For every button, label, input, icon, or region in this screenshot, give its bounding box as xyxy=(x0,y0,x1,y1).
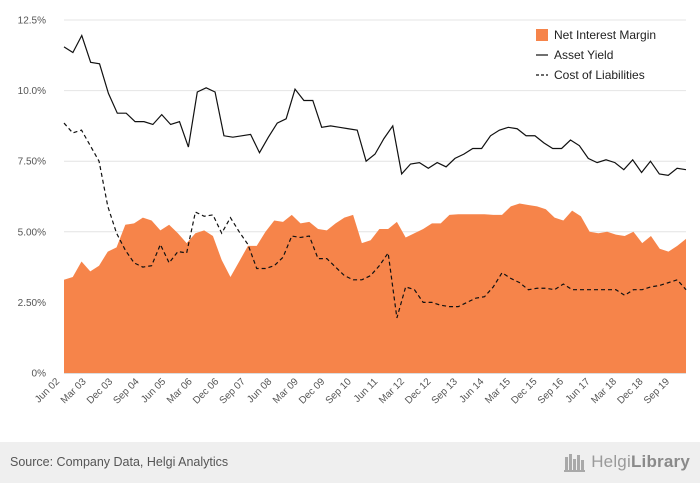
x-tick-label: Dec 12 xyxy=(403,376,433,406)
x-tick-label: Sep 16 xyxy=(536,376,566,406)
x-tick-label: Dec 03 xyxy=(85,376,115,406)
library-icon xyxy=(564,454,586,472)
helgi-library-logo[interactable]: HelgiLibrary xyxy=(563,451,690,473)
x-tick-label: Dec 18 xyxy=(615,376,645,406)
x-tick-label: Mar 12 xyxy=(377,376,407,406)
x-tick-label: Mar 09 xyxy=(271,376,301,406)
series-asset-yield-line xyxy=(63,33,687,176)
x-tick-label: Jun 14 xyxy=(457,376,486,405)
source-note: Source: Company Data, Helgi Analytics xyxy=(10,455,229,469)
footer-bar: Source: Company Data, Helgi Analytics He… xyxy=(0,442,700,483)
x-tick-label: Jun 05 xyxy=(139,376,168,405)
x-tick-label: Sep 07 xyxy=(218,376,248,406)
legend-swatch-net-interest-margin xyxy=(536,29,548,41)
y-tick-label: 7.50% xyxy=(18,157,46,168)
x-tick-label: Dec 15 xyxy=(509,376,539,406)
legend-label: Asset Yield xyxy=(554,48,613,62)
x-tick-label: Jun 08 xyxy=(245,376,274,405)
x-tick-label: Mar 06 xyxy=(165,376,195,406)
x-tick-label: Jun 17 xyxy=(564,376,593,405)
y-tick-label: 12.5% xyxy=(18,16,46,27)
y-tick-label: 0% xyxy=(32,369,47,380)
x-tick-label: Sep 13 xyxy=(430,376,460,406)
series-net-interest-margin-area xyxy=(64,203,686,373)
x-tick-label: Sep 04 xyxy=(111,376,141,406)
x-tick-label: Mar 18 xyxy=(589,376,619,406)
x-tick-label: Jun 11 xyxy=(352,376,381,405)
brand-name-bold: Library xyxy=(630,452,690,471)
x-tick-label: Sep 10 xyxy=(324,376,354,406)
y-tick-label: 2.50% xyxy=(18,298,46,309)
brand-name-light: Helgi xyxy=(591,452,631,471)
x-tick-label: Jun 02 xyxy=(33,376,62,405)
legend-label: Cost of Liabilities xyxy=(554,68,645,82)
series-cost-of-liabilities-line xyxy=(63,122,687,319)
y-tick-label: 10.0% xyxy=(18,86,46,97)
x-tick-label: Dec 09 xyxy=(297,376,327,406)
legend-label: Net Interest Margin xyxy=(554,28,656,42)
x-tick-label: Sep 19 xyxy=(642,376,672,406)
x-tick-label: Mar 15 xyxy=(483,376,513,406)
x-tick-label: Dec 06 xyxy=(191,376,221,406)
y-tick-label: 5.00% xyxy=(18,227,46,238)
x-tick-label: Mar 03 xyxy=(59,376,89,406)
